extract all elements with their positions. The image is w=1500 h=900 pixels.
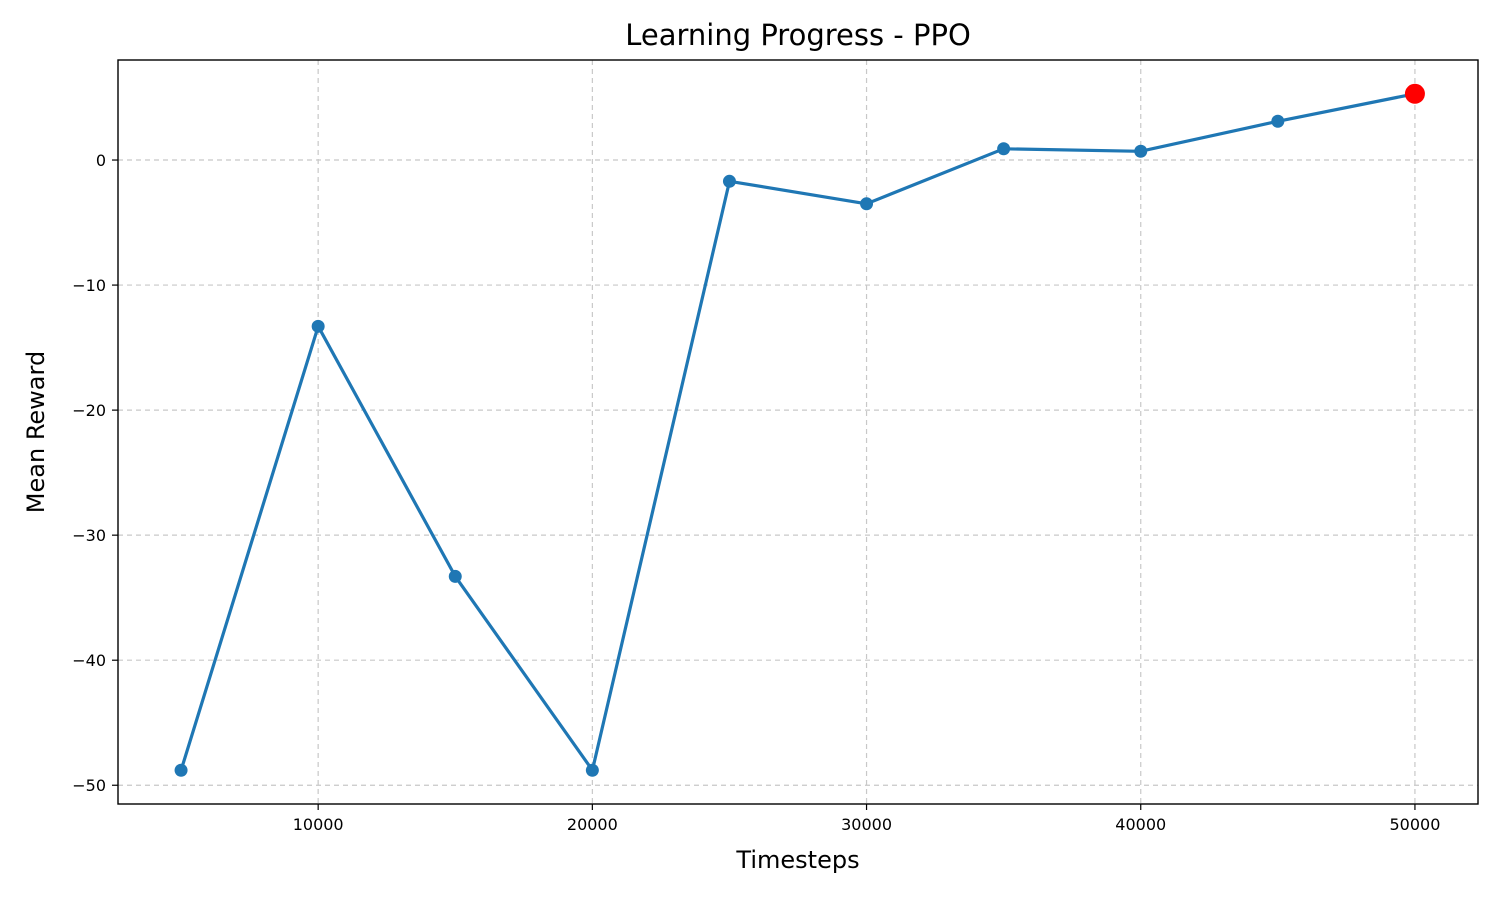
axis-ticks: 10000 20000 30000 40000 50000 0 −10 −20 −30 −40 −5… [72, 151, 1440, 834]
data-point [860, 197, 874, 211]
data-point [997, 142, 1011, 156]
x-tick-label: 40000 [1115, 815, 1166, 834]
series-line [179, 92, 1416, 772]
x-axis-title: Timesteps [735, 846, 859, 874]
x-tick-label: 50000 [1389, 815, 1440, 834]
data-point [174, 763, 188, 777]
x-tick-label: 10000 [293, 815, 344, 834]
series-layer [174, 83, 1425, 777]
y-tick-label: −40 [72, 651, 106, 670]
data-point [1134, 144, 1148, 158]
y-tick-label: −20 [72, 401, 106, 420]
chart-title: Learning Progress - PPO [625, 18, 971, 52]
data-point [585, 763, 599, 777]
y-axis-title: Mean Reward [22, 351, 50, 513]
plot-frame [117, 59, 1479, 805]
data-point [722, 174, 736, 188]
y-tick-label: −30 [72, 526, 106, 545]
y-tick-label: −50 [72, 776, 106, 795]
x-tick-label: 30000 [841, 815, 892, 834]
data-point [448, 569, 462, 583]
x-tick-label: 20000 [567, 815, 618, 834]
y-tick-label: −10 [72, 276, 106, 295]
data-point [311, 319, 325, 333]
y-tick-label: 0 [96, 151, 106, 170]
highlight-point [1404, 83, 1425, 104]
data-point [1271, 114, 1285, 128]
grid [118, 60, 1478, 804]
